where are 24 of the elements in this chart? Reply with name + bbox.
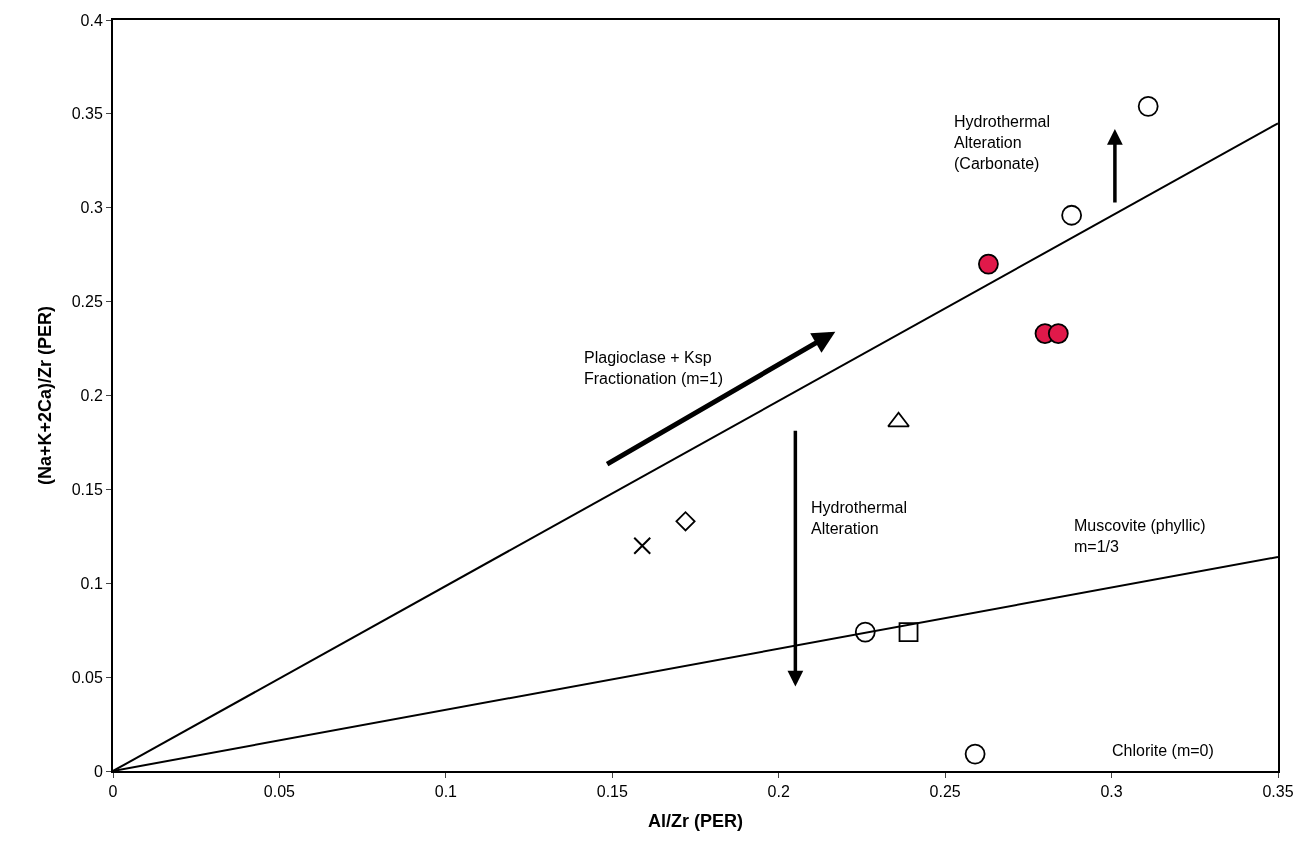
y-tick-label: 0.3 xyxy=(80,199,103,217)
annotation: Hydrothermal Alteration xyxy=(811,499,908,537)
y-tick-label: 0 xyxy=(93,762,103,780)
y-tick-label: 0.05 xyxy=(71,668,103,686)
annotation: Chlorite (m=0) xyxy=(1112,742,1214,759)
x-tick-label: 0.15 xyxy=(596,783,628,801)
annotation: Muscovite (phyllic) m=1/3 xyxy=(1074,517,1206,555)
x-tick-label: 0 xyxy=(108,783,118,801)
y-tick-label: 0.25 xyxy=(71,293,103,311)
y-axis-title: (Na+K+2Ca)/Zr (PER) xyxy=(35,305,56,486)
x-tick-label: 0.25 xyxy=(929,783,961,801)
y-tick-label: 0.1 xyxy=(80,574,103,592)
y-tick-label: 0.35 xyxy=(71,105,103,123)
x-tick-label: 0.2 xyxy=(767,783,790,801)
x-tick-label: 0.05 xyxy=(263,783,296,801)
annotation: Hydrothermal Alteration (Carbonate) xyxy=(954,113,1051,172)
y-tick-label: 0.15 xyxy=(71,480,103,498)
y-tick-label: 0.4 xyxy=(80,11,103,29)
x-tick-label: 0.1 xyxy=(434,783,458,801)
x-axis-title: Al/Zr (PER) xyxy=(647,810,744,831)
annotation: Plagioclase + Ksp Fractionation (m=1) xyxy=(584,349,724,387)
x-tick-label: 0.3 xyxy=(1100,783,1123,801)
y-tick-label: 0.2 xyxy=(80,387,103,405)
x-tick-label: 0.35 xyxy=(1262,783,1294,801)
